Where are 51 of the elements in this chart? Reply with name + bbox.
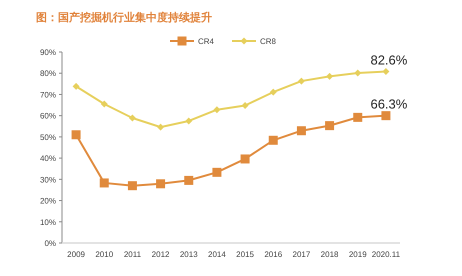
- point: [325, 121, 334, 130]
- point: [296, 126, 306, 136]
- legend-label: CR8: [260, 37, 277, 46]
- point: [128, 114, 136, 122]
- x-tick-label: 2015: [236, 250, 255, 259]
- point: [298, 78, 305, 85]
- point: [353, 112, 362, 122]
- point: [242, 102, 249, 109]
- point: [213, 106, 220, 114]
- point: [184, 176, 194, 185]
- annotation: 82.6%: [370, 52, 408, 68]
- x-tick-label: 2020.11: [372, 250, 401, 259]
- point: [326, 72, 334, 80]
- point: [156, 179, 166, 188]
- point: [270, 88, 277, 96]
- x-tick-label: 2011: [124, 250, 142, 259]
- y-tick-label: 60%: [40, 112, 56, 121]
- x-tick-label: 2017: [292, 250, 311, 259]
- y-tick-label: 90%: [40, 48, 56, 57]
- x-tick-label: 2013: [180, 250, 198, 259]
- x-tick-label: 2016: [264, 250, 283, 259]
- point: [212, 168, 222, 177]
- y-tick-label: 80%: [40, 69, 56, 78]
- y-tick-label: 0%: [44, 239, 56, 248]
- point: [100, 100, 108, 108]
- point: [157, 124, 164, 131]
- point: [240, 154, 250, 164]
- x-tick-label: 2019: [348, 250, 368, 259]
- point: [382, 68, 390, 76]
- x-tick-label: 2009: [67, 250, 86, 259]
- y-tick-label: 10%: [40, 218, 56, 227]
- point: [72, 130, 81, 140]
- x-tick-label: 2018: [320, 250, 340, 259]
- point: [268, 136, 278, 145]
- legend-label: CR4: [198, 37, 215, 46]
- x-tick-label: 2010: [95, 250, 114, 259]
- point: [381, 111, 390, 120]
- point: [128, 181, 137, 190]
- point: [72, 82, 80, 90]
- point: [100, 178, 109, 188]
- point: [185, 117, 192, 124]
- annotation: 66.3%: [370, 96, 408, 112]
- title: 图：国产挖掘机行业集中度持续提升: [36, 12, 212, 24]
- y-tick-label: 20%: [40, 196, 56, 206]
- point: [354, 70, 362, 77]
- y-tick-label: 30%: [40, 175, 56, 184]
- y-tick-label: 40%: [40, 154, 56, 164]
- y-tick-label: 70%: [40, 90, 56, 100]
- x-tick-label: 2014: [208, 250, 226, 259]
- x-tick-label: 2012: [152, 250, 170, 259]
- y-tick-label: 50%: [40, 132, 56, 142]
